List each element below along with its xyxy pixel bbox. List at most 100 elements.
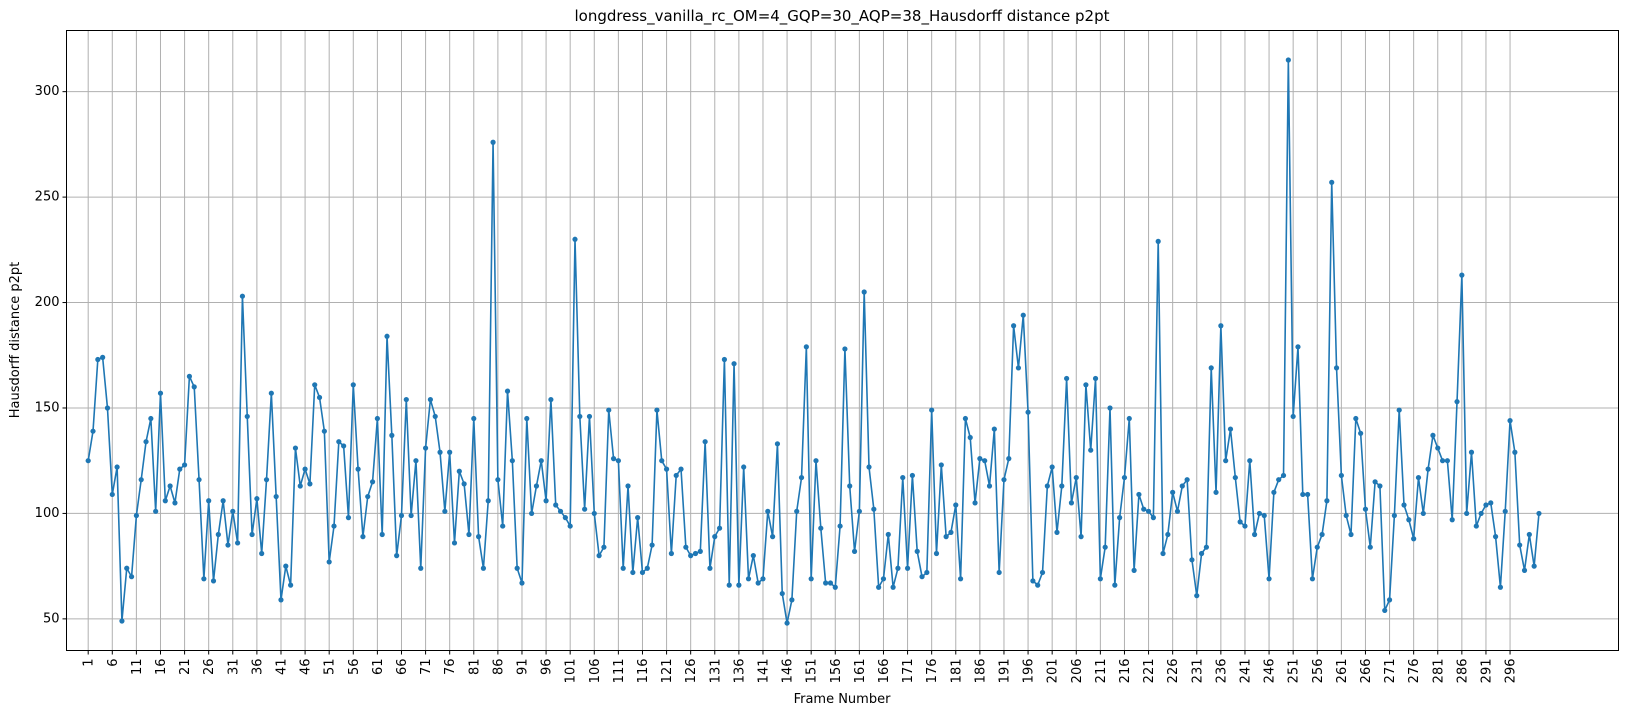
data-point <box>885 531 891 538</box>
data-point <box>736 582 742 588</box>
data-point <box>953 502 959 508</box>
x-tick-label: 231 <box>1190 659 1205 684</box>
data-point <box>196 477 202 483</box>
data-point <box>1126 415 1132 422</box>
data-point <box>1439 458 1446 464</box>
data-point <box>85 458 91 464</box>
data-point <box>1059 483 1065 489</box>
data-point <box>1179 483 1185 489</box>
data-point <box>321 428 327 434</box>
x-tick-label: 286 <box>1455 659 1470 684</box>
data-point <box>1329 179 1335 185</box>
data-point <box>95 356 101 363</box>
data-point <box>1473 523 1479 529</box>
data-point <box>456 468 462 474</box>
data-point <box>394 553 400 559</box>
x-tick-label: 146 <box>781 659 796 684</box>
data-point <box>1025 409 1031 415</box>
data-point <box>818 525 824 531</box>
data-point <box>1198 550 1205 557</box>
data-point <box>1271 489 1277 495</box>
plot-frame <box>66 30 1619 651</box>
x-tick-label: 291 <box>1479 659 1494 684</box>
data-point <box>982 458 988 464</box>
data-point <box>1338 472 1344 479</box>
data-point <box>1483 502 1489 508</box>
data-point <box>538 458 544 464</box>
data-point <box>316 394 323 401</box>
data-point <box>148 415 154 422</box>
data-point <box>1435 445 1441 451</box>
data-point <box>466 531 472 538</box>
y-tick-label: 150 <box>35 400 60 415</box>
data-point <box>1401 502 1407 508</box>
data-point <box>1444 458 1450 464</box>
data-point <box>1305 491 1311 498</box>
data-point <box>249 531 255 538</box>
data-point <box>977 456 983 462</box>
data-point <box>1107 405 1113 411</box>
data-point <box>341 443 347 449</box>
data-point <box>895 565 901 571</box>
data-point <box>104 405 111 411</box>
data-point <box>856 508 862 514</box>
data-point <box>1054 529 1060 536</box>
x-tick-label: 81 <box>467 659 482 676</box>
data-point <box>509 458 515 464</box>
x-tick-label: 116 <box>636 659 651 684</box>
data-point <box>268 390 274 396</box>
x-tick-label: 1 <box>82 659 97 667</box>
data-point <box>1068 500 1075 506</box>
data-point <box>418 565 424 571</box>
x-tick-label: 26 <box>202 659 217 676</box>
x-tick-label: 156 <box>829 659 844 684</box>
data-point <box>350 382 356 388</box>
data-point <box>933 550 940 557</box>
data-point <box>1406 517 1412 523</box>
data-point <box>1309 576 1316 582</box>
data-point <box>476 534 482 540</box>
data-point <box>649 542 655 548</box>
data-point <box>1276 477 1282 483</box>
data-point <box>702 439 708 445</box>
data-point <box>591 510 597 517</box>
data-point <box>90 428 96 434</box>
x-tick-label: 36 <box>250 659 265 676</box>
data-point <box>697 548 703 554</box>
data-point <box>1517 542 1523 548</box>
data-point <box>504 388 511 394</box>
data-point <box>191 384 197 390</box>
data-point <box>432 413 438 420</box>
x-tick-label: 256 <box>1311 659 1326 684</box>
data-point <box>957 576 964 582</box>
data-point <box>1261 512 1267 519</box>
x-tick-label: 66 <box>395 659 410 676</box>
data-point <box>345 515 352 521</box>
data-point <box>876 584 882 590</box>
x-tick-label: 46 <box>299 659 314 676</box>
data-point <box>1420 510 1426 517</box>
data-point <box>688 553 694 559</box>
data-point <box>996 569 1002 576</box>
data-point <box>755 580 761 586</box>
data-point <box>1512 449 1518 455</box>
grid-lines <box>66 30 1619 651</box>
data-point <box>813 458 819 464</box>
data-point <box>943 534 949 540</box>
data-point <box>553 502 559 508</box>
x-tick-label: 201 <box>1046 659 1061 684</box>
y-axis-label: Hausdorff distance p2pt <box>8 262 23 418</box>
data-point <box>461 481 467 487</box>
x-tick-label: 51 <box>323 659 338 676</box>
data-point <box>529 510 535 517</box>
data-point <box>1227 426 1234 432</box>
data-point <box>162 498 168 504</box>
data-point <box>562 515 568 521</box>
data-point <box>1160 550 1166 557</box>
data-point <box>471 415 477 422</box>
data-point <box>1362 506 1369 512</box>
data-point <box>297 483 303 489</box>
data-point <box>447 449 453 455</box>
data-point <box>1256 510 1263 517</box>
data-point <box>355 466 361 472</box>
